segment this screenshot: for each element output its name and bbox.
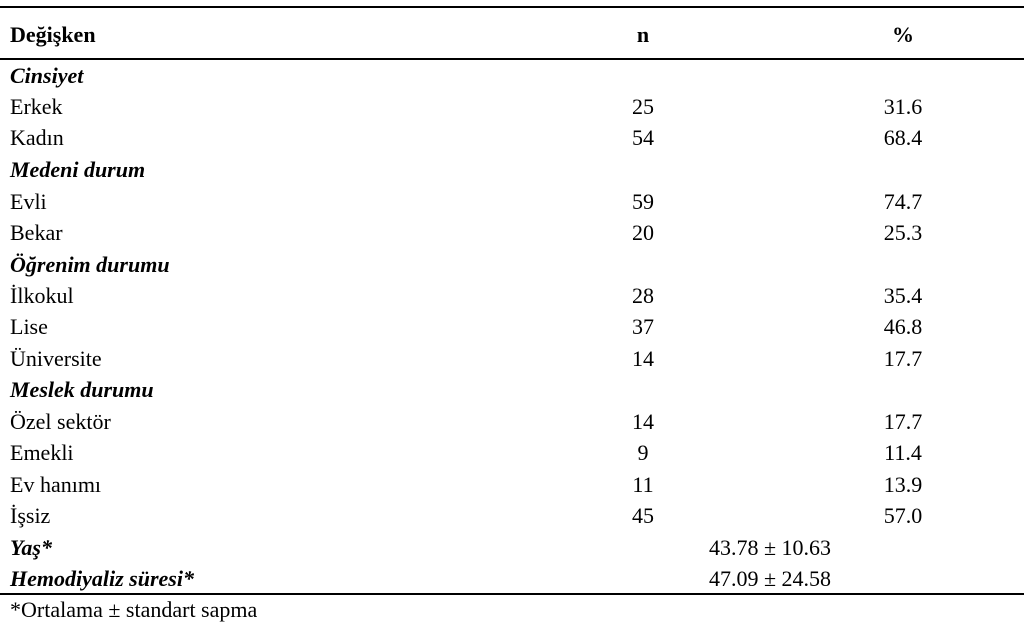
- row-label: Evli: [10, 189, 47, 214]
- summary-value: 47.09 ± 24.58: [708, 566, 832, 591]
- category-title: Medeni durum: [10, 157, 146, 182]
- row-label: Ev hanımı: [10, 472, 102, 497]
- row-percent: 74.7: [883, 189, 923, 214]
- row-n: 14: [632, 409, 654, 434]
- row-label: Lise: [10, 314, 48, 339]
- row-percent: 17.7: [883, 409, 923, 434]
- table-row: İlkokul 28 35.4: [0, 280, 1024, 311]
- category-row: Medeni durum: [0, 154, 1024, 185]
- table-row: Kadın 54 68.4: [0, 122, 1024, 153]
- row-label: Kadın: [10, 125, 64, 150]
- category-row: Öğrenim durumu: [0, 249, 1024, 280]
- table-footnote: *Ortalama ± standart sapma: [10, 597, 258, 622]
- table-row: Erkek 25 31.6: [0, 91, 1024, 122]
- table-row: Üniversite 14 17.7: [0, 343, 1024, 374]
- table-row: Lise 37 46.8: [0, 311, 1024, 342]
- table-row: Bekar 20 25.3: [0, 217, 1024, 248]
- row-percent: 17.7: [883, 346, 923, 371]
- header-variable: Değişken: [10, 22, 96, 47]
- header-percent: %: [892, 22, 914, 47]
- row-label: Özel sektör: [10, 409, 111, 434]
- category-title: Cinsiyet: [10, 63, 84, 88]
- row-percent: 46.8: [883, 314, 923, 339]
- row-percent: 25.3: [883, 220, 923, 245]
- row-n: 25: [632, 94, 654, 119]
- row-percent: 35.4: [883, 283, 923, 308]
- table-row: Emekli 9 11.4: [0, 437, 1024, 468]
- row-label: İlkokul: [10, 283, 74, 308]
- row-percent: 68.4: [883, 125, 923, 150]
- category-title: Meslek durumu: [10, 377, 154, 402]
- row-n: 28: [632, 283, 654, 308]
- table-bottom-rule: [0, 593, 1024, 595]
- header-n: n: [636, 22, 650, 47]
- summary-row: Hemodiyaliz süresi* 47.09 ± 24.58: [0, 563, 1024, 594]
- table-header-rule: [0, 58, 1024, 60]
- row-label: Üniversite: [10, 346, 102, 371]
- row-n: 20: [632, 220, 654, 245]
- summary-value: 43.78 ± 10.63: [708, 535, 832, 560]
- row-n: 9: [637, 440, 649, 465]
- row-percent: 31.6: [883, 94, 923, 119]
- row-n: 14: [632, 346, 654, 371]
- row-n: 11: [632, 472, 654, 497]
- row-label: Emekli: [10, 440, 74, 465]
- row-n: 59: [632, 189, 654, 214]
- table-row: Özel sektör 14 17.7: [0, 406, 1024, 437]
- table-header-row: Değişken n %: [0, 19, 1024, 50]
- row-label: Bekar: [10, 220, 63, 245]
- category-title: Öğrenim durumu: [10, 252, 170, 277]
- row-label: Erkek: [10, 94, 63, 119]
- row-n: 54: [632, 125, 654, 150]
- table-row: İşsiz 45 57.0: [0, 500, 1024, 531]
- summary-label: Yaş*: [10, 535, 52, 560]
- row-percent: 57.0: [883, 503, 923, 528]
- category-row: Meslek durumu: [0, 374, 1024, 405]
- table-row: Ev hanımı 11 13.9: [0, 469, 1024, 500]
- row-percent: 11.4: [884, 440, 922, 465]
- row-percent: 13.9: [883, 472, 923, 497]
- summary-label: Hemodiyaliz süresi*: [10, 566, 194, 591]
- table-top-rule: [0, 6, 1024, 8]
- summary-row: Yaş* 43.78 ± 10.63: [0, 532, 1024, 563]
- category-row: Cinsiyet: [0, 60, 1024, 91]
- table-row: Evli 59 74.7: [0, 186, 1024, 217]
- row-label: İşsiz: [10, 503, 51, 528]
- row-n: 45: [632, 503, 654, 528]
- row-n: 37: [632, 314, 654, 339]
